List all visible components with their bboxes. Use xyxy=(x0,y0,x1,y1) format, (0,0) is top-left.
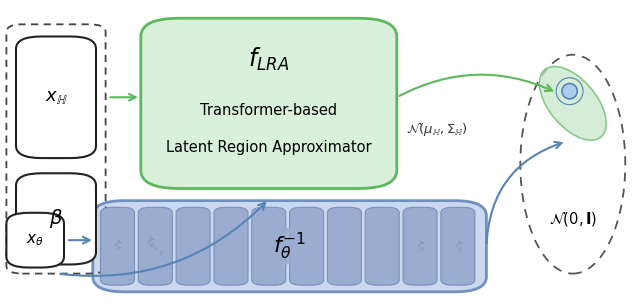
FancyBboxPatch shape xyxy=(403,207,437,285)
Text: $T_1$: $T_1$ xyxy=(450,238,466,254)
Ellipse shape xyxy=(540,67,606,140)
FancyBboxPatch shape xyxy=(16,36,96,158)
FancyBboxPatch shape xyxy=(16,173,96,264)
FancyBboxPatch shape xyxy=(365,207,399,285)
Text: $\beta$: $\beta$ xyxy=(49,207,63,230)
Text: Latent Region Approximator: Latent Region Approximator xyxy=(166,140,372,155)
Text: $\mathcal{N}(\mu_{\mathbb{H}}, \Sigma_{\mathbb{H}})$: $\mathcal{N}(\mu_{\mathbb{H}}, \Sigma_{\… xyxy=(406,120,468,138)
FancyBboxPatch shape xyxy=(6,213,64,268)
Text: $T_K$: $T_K$ xyxy=(109,238,126,255)
Ellipse shape xyxy=(520,55,625,274)
Ellipse shape xyxy=(562,84,577,99)
Text: $x_{\mathbb{H}}$: $x_{\mathbb{H}}$ xyxy=(45,88,67,106)
Text: $f_{\theta}^{-1}$: $f_{\theta}^{-1}$ xyxy=(273,231,306,262)
FancyBboxPatch shape xyxy=(93,201,486,292)
FancyBboxPatch shape xyxy=(138,207,172,285)
Text: Transformer-based: Transformer-based xyxy=(200,103,337,118)
Text: $x_{\theta}$: $x_{\theta}$ xyxy=(26,232,44,248)
Text: $T_{K-1}$: $T_{K-1}$ xyxy=(143,234,168,258)
FancyBboxPatch shape xyxy=(290,207,324,285)
Text: $\mathcal{N}(0, \mathbf{I})$: $\mathcal{N}(0, \mathbf{I})$ xyxy=(548,210,597,228)
FancyBboxPatch shape xyxy=(176,207,210,285)
FancyBboxPatch shape xyxy=(328,207,362,285)
FancyBboxPatch shape xyxy=(441,207,475,285)
Text: $f_{LRA}$: $f_{LRA}$ xyxy=(248,46,289,73)
FancyBboxPatch shape xyxy=(141,18,397,188)
FancyBboxPatch shape xyxy=(214,207,248,285)
FancyBboxPatch shape xyxy=(100,207,134,285)
FancyBboxPatch shape xyxy=(252,207,285,285)
Text: $T_2$: $T_2$ xyxy=(412,238,428,254)
